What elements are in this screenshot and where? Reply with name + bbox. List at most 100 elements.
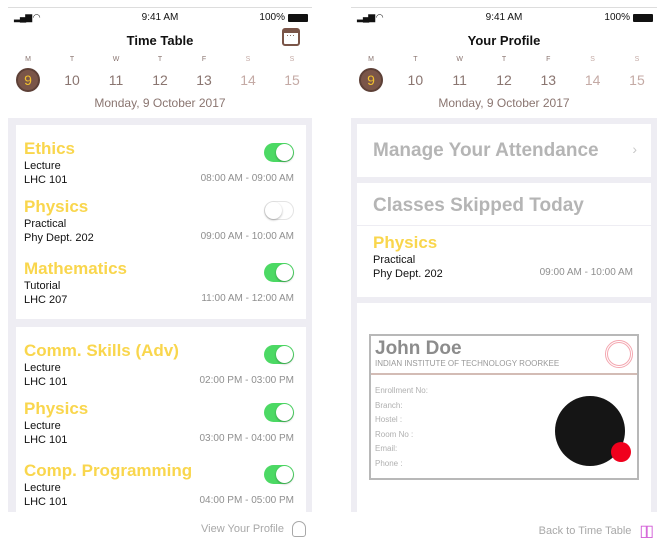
class-room: LHC 101 — [24, 376, 68, 388]
class-item: Physics Practical Phy Dept. 202 09:00 AM… — [24, 197, 294, 255]
class-name: Mathematics — [24, 259, 127, 278]
student-name: John Doe — [375, 338, 462, 359]
id-field-label: Phone : — [375, 458, 403, 468]
weekday-letter: S — [634, 56, 640, 63]
weekday-letter: F — [546, 56, 551, 63]
day-11[interactable]: W 11 — [446, 56, 474, 92]
class-type: Practical — [24, 218, 67, 230]
battery-level: 100% — [604, 12, 630, 23]
timetable-screen: ▂▄▆ ◠ 9:41 AM 100% Time Table M9T10W11T1… — [8, 7, 312, 537]
day-15[interactable]: S 15 — [278, 56, 306, 92]
class-name: Comm. Skills (Adv) — [24, 341, 179, 360]
day-number: 9 — [16, 68, 40, 92]
skipped-class: Physics Practical Phy Dept. 202 09:00 AM… — [373, 233, 633, 291]
day-14[interactable]: S 14 — [579, 56, 607, 92]
class-room: Phy Dept. 202 — [373, 268, 443, 280]
pencils-icon: ▯▯ — [639, 523, 654, 540]
weekday-letter: S — [590, 56, 595, 63]
status-bar: ▂▄▆ ◠ 9:41 AM 100% — [8, 12, 312, 26]
class-type: Lecture — [24, 482, 61, 494]
battery-icon — [288, 13, 308, 22]
class-time: 03:00 PM - 04:00 PM — [199, 433, 295, 444]
day-10[interactable]: T 10 — [58, 56, 86, 92]
skipped-card: Classes Skipped Today Physics Practical … — [357, 183, 651, 297]
profile-screen: ▂▄▆ ◠ 9:41 AM 100% Your Profile M 9 T 10 W 11… — [351, 7, 657, 540]
afternoon-card: Comm. Skills (Adv) Lecture LHC 101 02:00… — [16, 327, 306, 512]
day-number: 9 — [359, 68, 383, 92]
weekday-letter: T — [69, 56, 75, 63]
manage-attendance-label: Manage Your Attendance — [373, 140, 599, 161]
class-type: Practical — [373, 254, 416, 266]
day-number: 15 — [284, 72, 300, 88]
attendance-toggle[interactable] — [264, 403, 294, 422]
class-name: Comp. Programming — [24, 461, 193, 480]
class-item: Ethics Lecture LHC 101 08:00 AM - 09:00 … — [24, 139, 294, 197]
view-profile-button[interactable]: View Your Profile — [201, 521, 306, 537]
attendance-toggle[interactable] — [264, 465, 294, 484]
class-name: Physics — [24, 197, 89, 216]
day-11[interactable]: W 11 — [102, 56, 130, 92]
weekday-letter: W — [112, 56, 120, 63]
day-number: 14 — [584, 72, 601, 88]
id-fields: Enrollment No: Branch: Hostel : Room No : Em… — [375, 386, 428, 473]
weekday-letter: F — [201, 56, 207, 63]
id-card: John Doe INDIAN INSTITUTE OF TECHNOLOGY … — [369, 334, 639, 480]
attendance-toggle[interactable] — [264, 345, 294, 364]
class-list: Ethics Lecture LHC 101 08:00 AM - 09:00 … — [8, 118, 312, 512]
attendance-toggle[interactable] — [264, 201, 294, 220]
class-room: LHC 101 — [24, 174, 68, 186]
class-name: Physics — [373, 233, 438, 252]
class-type: Lecture — [24, 420, 61, 432]
chevron-right-icon: › — [632, 141, 637, 157]
day-number: 11 — [452, 72, 467, 88]
class-item: Comm. Skills (Adv) Lecture LHC 101 02:00… — [24, 341, 294, 399]
day-15[interactable]: S 15 — [623, 56, 651, 92]
class-time: 09:00 AM - 10:00 AM — [539, 267, 633, 278]
clock: 9:41 AM — [485, 12, 523, 23]
id-field-label: Enrollment No: — [375, 386, 428, 395]
profile-panel: Manage Your Attendance › Classes Skipped… — [351, 118, 657, 512]
back-to-timetable-button[interactable]: Back to Time Table ▯▯ — [539, 521, 654, 541]
class-time: 11:00 AM - 12:00 AM — [201, 293, 294, 304]
page-title: Your Profile — [467, 33, 541, 48]
attendance-toggle[interactable] — [264, 143, 294, 162]
day-14[interactable]: S 14 — [234, 56, 262, 92]
battery-level: 100% — [259, 12, 285, 23]
id-field-label: Email: — [375, 444, 398, 453]
weekday-letter: T — [413, 56, 418, 63]
institute-name: INDIAN INSTITUTE OF TECHNOLOGY ROORKEE — [375, 359, 560, 368]
class-time: 02:00 PM - 03:00 PM — [199, 375, 295, 386]
class-time: 04:00 PM - 05:00 PM — [199, 495, 295, 506]
signal-wifi-icon: ▂▄▆ ◠ — [14, 12, 41, 22]
class-item: Comp. Programming Lecture LHC 101 04:00 … — [24, 461, 294, 519]
id-card-container: John Doe INDIAN INSTITUTE OF TECHNOLOGY … — [357, 303, 651, 512]
day-12[interactable]: T 12 — [490, 56, 518, 92]
calendar-icon[interactable] — [282, 28, 300, 46]
day-number: 10 — [407, 72, 424, 88]
weekday-letter: M — [368, 56, 374, 63]
class-type: Lecture — [24, 160, 61, 172]
day-number: 13 — [540, 72, 557, 88]
day-10[interactable]: T 10 — [401, 56, 429, 92]
manage-attendance-button[interactable]: Manage Your Attendance › — [357, 124, 651, 177]
day-number: 10 — [64, 72, 80, 88]
weekday-letter: S — [289, 56, 295, 63]
weekday-letter: T — [157, 56, 163, 63]
class-room: Phy Dept. 202 — [24, 232, 94, 244]
class-room: LHC 207 — [24, 294, 68, 306]
day-12[interactable]: T 12 — [146, 56, 174, 92]
class-item: Physics Lecture LHC 101 03:00 PM - 04:00… — [24, 399, 294, 457]
weekday-letter: W — [456, 56, 463, 63]
week-strip: M 9 T 10 W 11 T 12 F 13 S 14 S 15 — [8, 56, 312, 92]
class-name: Physics — [24, 399, 89, 418]
page-title: Time Table — [126, 33, 194, 48]
status-dot-icon — [611, 442, 631, 462]
day-13[interactable]: F 13 — [190, 56, 218, 92]
attendance-toggle[interactable] — [264, 263, 294, 282]
clock: 9:41 AM — [141, 12, 179, 23]
week-strip: M 9 T 10 W 11 T 12 F 13 S 14 S 15 — [351, 56, 657, 92]
day-number: 15 — [629, 72, 645, 88]
day-13[interactable]: F 13 — [534, 56, 562, 92]
